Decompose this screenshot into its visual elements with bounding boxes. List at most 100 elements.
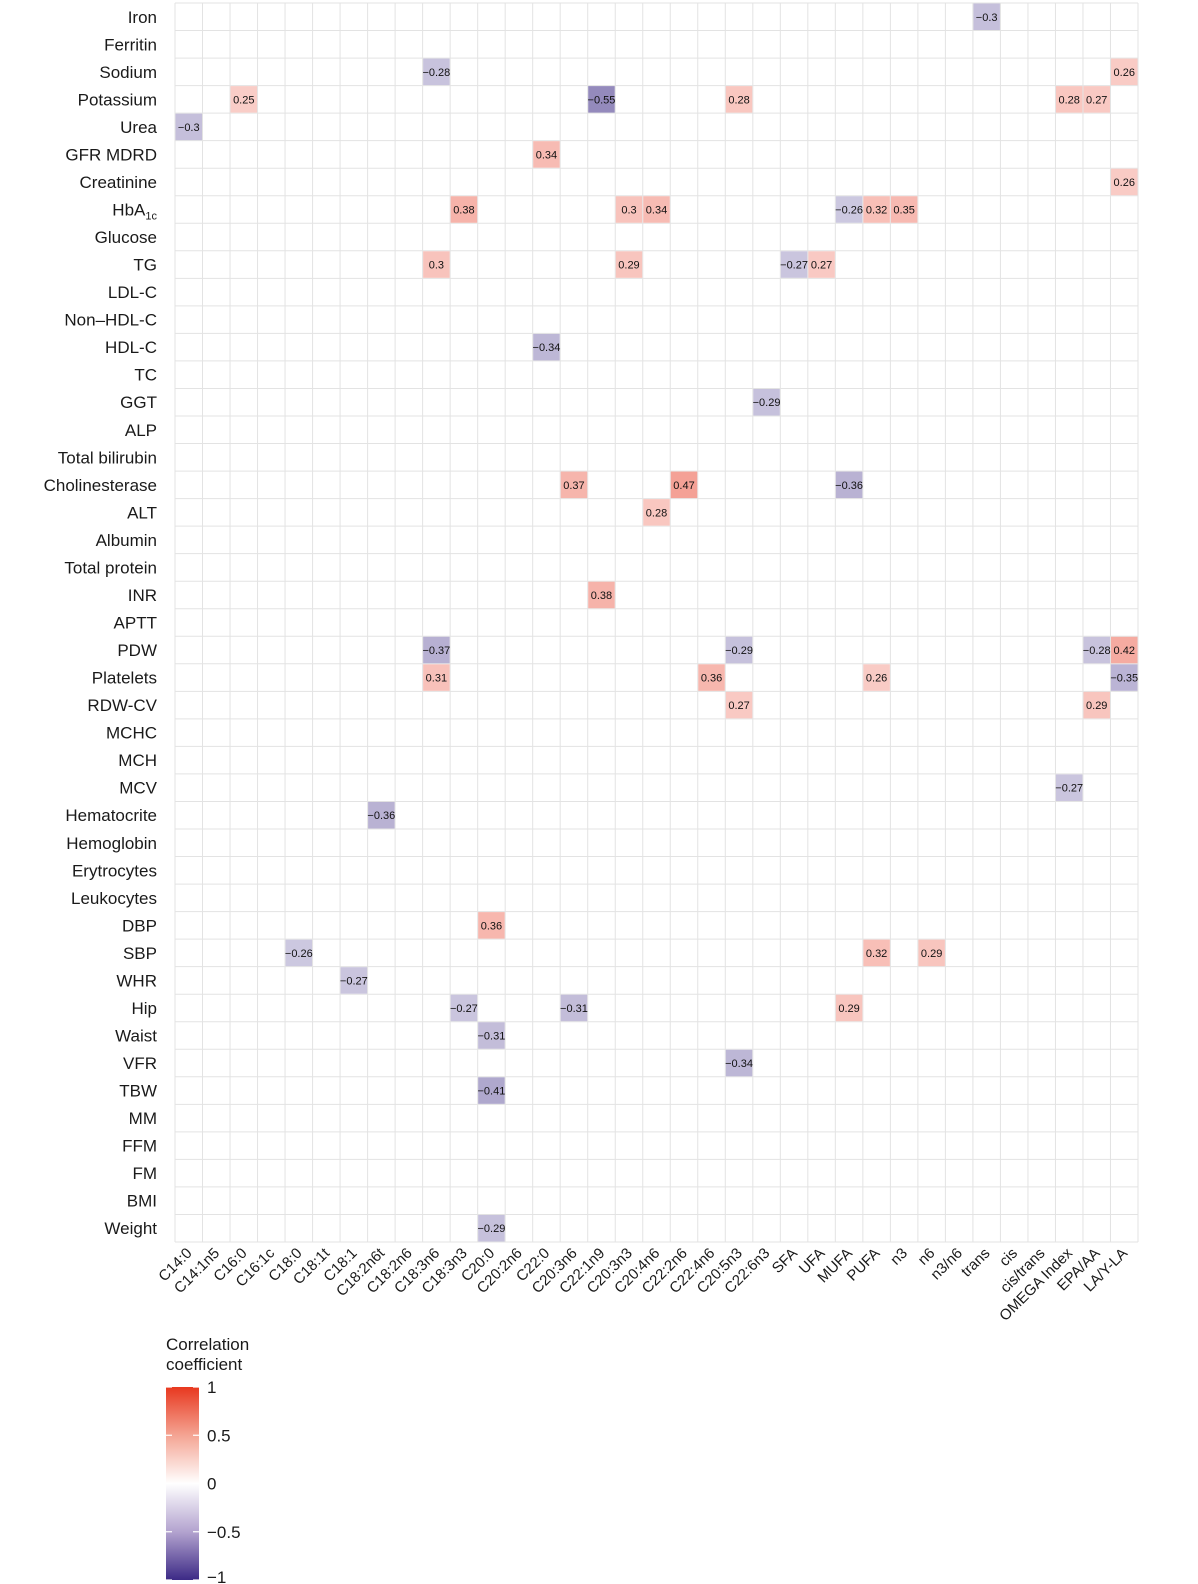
cell-value-label: 0.34	[536, 149, 557, 161]
cell-value-label: −0.29	[725, 645, 753, 657]
heatmap-cell-potassium-c22-1n9	[588, 86, 615, 113]
cell-value-label: −0.29	[477, 1223, 505, 1235]
cell-value-label: −0.29	[753, 397, 781, 409]
cell-value-label: 0.36	[701, 673, 722, 685]
heatmap-cell-hba1c-n3	[890, 196, 918, 223]
column-label-trans: trans	[958, 1245, 994, 1281]
cell-value-label: 0.27	[811, 260, 832, 272]
heatmap-grid	[174, 2, 1139, 1243]
legend-tick-label: 1	[207, 1378, 216, 1397]
heatmap-cell-whr-c18-1	[340, 967, 368, 994]
cell-value-label: −0.27	[340, 975, 368, 987]
row-label-fm: FM	[132, 1164, 157, 1183]
heatmap-cell-tg-c20-3n3	[615, 251, 643, 278]
heatmap-cell-cholinesterase-c20-3n6	[560, 471, 588, 499]
row-label-tg: TG	[133, 256, 157, 275]
heatmap-cell-rdw-cv-epa-aa	[1083, 691, 1110, 719]
heatmap-cell-cholinesterase-c22-2n6	[670, 471, 698, 499]
heatmap-cell-inr-c22-1n9	[588, 581, 615, 609]
row-label-erytrocytes: Erytrocytes	[72, 861, 157, 880]
cell-value-label: 0.38	[591, 590, 612, 602]
row-label-gfr-mdrd: GFR MDRD	[65, 145, 157, 164]
heatmap-cell-hba1c-c20-4n6	[643, 196, 670, 223]
cell-value-label: 0.36	[481, 920, 502, 932]
column-label-sfa: SFA	[769, 1245, 801, 1277]
heatmap-cell-hdl-c-c22-0	[533, 333, 560, 361]
cell-value-label: 0.27	[1086, 94, 1107, 106]
heatmap-cell-alt-c20-4n6	[643, 499, 670, 526]
row-label-total-bilirubin: Total bilirubin	[58, 448, 157, 467]
cell-value-label: −0.28	[1083, 645, 1111, 657]
row-label-ldl-c: LDL-C	[108, 283, 157, 302]
heatmap-cell-potassium-c16-0	[230, 86, 258, 113]
row-label-rdw-cv: RDW-CV	[87, 696, 157, 715]
row-label-inr: INR	[128, 586, 157, 605]
legend-title-line-2: coefficient	[166, 1355, 243, 1374]
cell-value-label: 0.32	[866, 205, 887, 217]
heatmap-cell-tg-sfa	[780, 251, 808, 278]
cell-value-label: 0.28	[1059, 94, 1080, 106]
heatmap-cell-rdw-cv-c20-5n3	[725, 691, 753, 719]
heatmap-cell-hip-c20-3n6	[560, 994, 588, 1022]
cell-value-label: 0.42	[1114, 645, 1135, 657]
legend-tick-label: −1	[207, 1568, 226, 1584]
heatmap-cell-hba1c-c18-3n3	[450, 196, 478, 223]
cell-value-label: 0.29	[921, 948, 942, 960]
row-label-ffm: FFM	[122, 1137, 157, 1156]
legend-title-line-1: Correlation	[166, 1335, 249, 1354]
heatmap-cell-sbp-n6	[918, 939, 945, 967]
heatmap-cell-iron-trans	[973, 3, 1000, 31]
cell-value-label: 0.38	[453, 205, 474, 217]
cell-value-label: 0.3	[621, 205, 636, 217]
cell-value-label: 0.29	[838, 1003, 859, 1015]
row-label-platelets: Platelets	[92, 669, 157, 688]
row-label-hip: Hip	[131, 999, 157, 1018]
heatmap-cell-sbp-pufa	[863, 939, 890, 967]
heatmap-cell-hip-mufa	[835, 994, 863, 1022]
cell-value-label: 0.27	[728, 700, 749, 712]
heatmap-cell-sodium-c18-3n6	[423, 58, 450, 86]
row-label-bmi: BMI	[127, 1192, 157, 1211]
column-label-n3-n6: n3/n6	[927, 1245, 966, 1284]
heatmap-cell-urea-c14-0	[175, 113, 203, 141]
row-label-creatinine: Creatinine	[80, 173, 158, 192]
row-label-hba1c: HbA1c	[112, 201, 157, 223]
row-label-urea: Urea	[120, 118, 157, 137]
cell-value-label: 0.29	[618, 260, 639, 272]
heatmap-cell-dbp-c20-0	[478, 912, 505, 939]
row-label-waist: Waist	[115, 1027, 157, 1046]
row-label-glucose: Glucose	[95, 228, 157, 247]
row-label-ferritin: Ferritin	[104, 35, 157, 54]
heatmap-cell-hip-c18-3n3	[450, 994, 478, 1022]
heatmap-cell-platelets-c22-4n6	[698, 664, 725, 691]
column-label-n3: n3	[887, 1245, 911, 1269]
row-label-non-hdl-c: Non–HDL-C	[64, 311, 157, 330]
row-label-sbp: SBP	[123, 944, 157, 963]
legend-tick-label: 0.5	[207, 1426, 231, 1445]
color-legend: Correlation coefficient 1 0.5 0 −0.5 −1	[166, 1335, 249, 1584]
row-label-tbw: TBW	[119, 1082, 157, 1101]
row-label-cholinesterase: Cholinesterase	[44, 476, 157, 495]
row-label-albumin: Albumin	[96, 531, 157, 550]
cell-value-label: 0.37	[563, 480, 584, 492]
column-labels: C14:0C14:1n5C16:0C16:1cC18:0C18:1tC18:1C…	[155, 1244, 1131, 1324]
row-label-dbp: DBP	[122, 916, 157, 935]
cell-value-label: 0.26	[866, 673, 887, 685]
heatmap-cell-tg-c18-3n6	[423, 251, 450, 278]
row-label-mm: MM	[129, 1109, 157, 1128]
row-label-ggt: GGT	[120, 393, 157, 412]
row-label-alt: ALT	[127, 503, 157, 522]
row-label-hematocrite: Hematocrite	[65, 806, 157, 825]
legend-ticks: 1 0.5 0 −0.5 −1	[166, 1378, 241, 1584]
cell-value-label: −0.36	[835, 480, 863, 492]
cell-value-label: −0.35	[1110, 673, 1138, 685]
cell-value-label: 0.34	[646, 205, 667, 217]
heatmap-cell-platelets-pufa	[863, 664, 890, 691]
cell-value-label: −0.34	[533, 342, 561, 354]
cell-value-label: 0.26	[1114, 67, 1135, 79]
cell-value-label: 0.29	[1086, 700, 1107, 712]
cell-value-label: 0.32	[866, 948, 887, 960]
heatmap-cell-tg-ufa	[808, 251, 835, 278]
heatmap-cell-potassium-epa-aa	[1083, 86, 1110, 113]
